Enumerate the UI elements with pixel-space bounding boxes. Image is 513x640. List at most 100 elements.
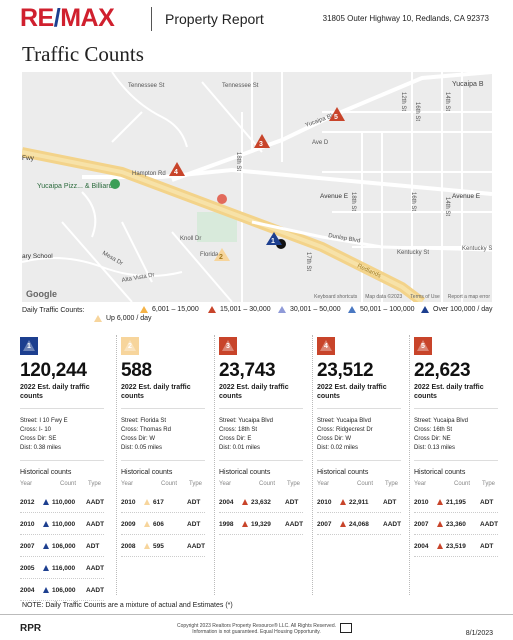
traffic-cards: 1 120,244 2022 Est. daily traffic counts St… <box>20 335 498 601</box>
triangle-icon <box>437 543 443 549</box>
card-divider <box>317 408 401 409</box>
triangle-icon <box>340 521 346 527</box>
card-divider <box>317 460 401 461</box>
google-logo: Google <box>26 289 57 299</box>
card-info: Street: Yucaipa Blvd Cross: Ridgecrest Dr… <box>317 418 373 451</box>
map-label-florida: Florida <box>200 252 219 258</box>
traffic-legend: Daily Traffic Counts: Up 6,000 / day 6,0… <box>22 305 493 325</box>
map-marker-1[interactable] <box>266 232 282 245</box>
triangle-icon <box>43 543 49 549</box>
triangle-icon <box>278 306 286 313</box>
est-label: 2022 Est. daily traffic counts <box>317 384 387 400</box>
map-label-14th: 14th St <box>444 92 450 111</box>
map-label-kentucky-right: Kentucky St <box>462 246 492 252</box>
legend-item-50001: 50,001 – 100,000 <box>348 306 415 313</box>
traffic-map[interactable]: Yucaipa Blvd Yucaipa B Avenue E Avenue E… <box>22 72 492 302</box>
poi-pin-icon <box>217 194 227 204</box>
card-divider <box>121 408 205 409</box>
historical-title: Historical counts <box>121 469 173 476</box>
card-badge: 3 <box>219 337 237 355</box>
daily-count: 120,244 <box>20 360 87 381</box>
traffic-card-1: 1 120,244 2022 Est. daily traffic counts St… <box>20 335 104 601</box>
triangle-icon <box>242 499 248 505</box>
historical-row: 2004 23,519 ADT <box>414 537 498 557</box>
est-label: 2022 Est. daily traffic counts <box>20 384 90 400</box>
historical-row: 2007 23,360 AADT <box>414 515 498 535</box>
triangle-icon <box>144 521 150 527</box>
triangle-icon <box>242 521 248 527</box>
map-label-18th: 18th St <box>235 152 241 171</box>
header-divider <box>151 7 152 31</box>
card-badge: 1 <box>20 337 38 355</box>
est-label: 2022 Est. daily traffic counts <box>219 384 289 400</box>
copyright-text: Copyright 2023 Realtors Property Resourc… <box>176 623 337 635</box>
map-label-12th: 12th St <box>400 92 406 111</box>
card-badge: 5 <box>414 337 432 355</box>
svg-text:2: 2 <box>219 254 223 261</box>
map-label-pizza: Yucaipa Pizz... & Billiards <box>37 183 116 190</box>
map-label-avenue-e-right: Avenue E <box>452 193 481 200</box>
map-terms-link[interactable]: Terms of Use <box>410 294 440 300</box>
card-divider <box>219 408 303 409</box>
legend-item-30001: 30,001 – 50,000 <box>278 306 341 313</box>
pizza-pin-icon <box>110 179 120 189</box>
report-header: RE/MAX Property Report 31805 Outer Highw… <box>0 0 513 36</box>
triangle-icon <box>340 499 346 505</box>
historical-row: 2010 21,195 ADT <box>414 493 498 513</box>
historical-row: 2009 606 ADT <box>121 515 205 535</box>
traffic-note: NOTE: Daily Traffic Counts are a mixture… <box>22 602 233 609</box>
map-label-tennessee: Tennessee St <box>128 83 165 89</box>
card-info: Street: Florida St Cross: Thomas Rd Cross … <box>121 418 171 451</box>
map-label-fwy: Fwy <box>22 155 35 162</box>
card-badge: 4 <box>317 337 335 355</box>
property-address: 31805 Outer Highway 10, Redlands, CA 923… <box>322 14 489 23</box>
map-report-link[interactable]: Report a map error <box>447 294 490 300</box>
traffic-card-5: 5 22,623 2022 Est. daily traffic counts Str… <box>409 335 498 595</box>
report-date: 8/1/2023 <box>465 630 493 637</box>
triangle-icon <box>43 587 49 593</box>
svg-text:3: 3 <box>259 141 263 148</box>
card-divider <box>414 408 498 409</box>
historical-row: 2010 22,911 ADT <box>317 493 401 513</box>
traffic-card-3: 3 23,743 2022 Est. daily traffic counts Str… <box>214 335 303 595</box>
map-marker-4[interactable] <box>169 162 185 176</box>
map-label-16th-b: 16th St <box>410 192 416 211</box>
equal-housing-icon <box>340 623 352 633</box>
legend-item-up-6000: Up 6,000 / day <box>94 315 152 322</box>
historical-row: 1998 19,329 AADT <box>219 515 303 535</box>
map-label-hampton: Hampton Rd <box>132 171 166 177</box>
map-label-yucaipa-top: Yucaipa B <box>452 81 484 88</box>
map-label-kentucky: Kentucky St <box>397 250 429 256</box>
historical-row: 2010 617 ADT <box>121 493 205 513</box>
map-marker-2[interactable] <box>214 248 230 261</box>
triangle-icon <box>144 543 150 549</box>
historical-row: 2004 23,632 ADT <box>219 493 303 513</box>
legend-label: Daily Traffic Counts: <box>22 307 85 314</box>
daily-count: 588 <box>121 360 152 381</box>
map-footer: Keyboard shortcuts Map data ©2023 Terms … <box>314 294 490 300</box>
est-label: 2022 Est. daily traffic counts <box>414 384 484 400</box>
map-canvas: Yucaipa Blvd Yucaipa B Avenue E Avenue E… <box>22 72 492 302</box>
historical-row: 2012 110,000 AADT <box>20 493 104 513</box>
historical-row: 2010 110,000 AADT <box>20 515 104 535</box>
card-divider <box>121 460 205 461</box>
map-marker-5[interactable] <box>329 107 345 121</box>
map-label-tennessee-2: Tennessee St <box>222 83 259 89</box>
triangle-icon <box>421 306 429 313</box>
daily-count: 22,623 <box>414 360 471 381</box>
historical-row: 2007 106,000 ADT <box>20 537 104 557</box>
map-keyboard-link[interactable]: Keyboard shortcuts <box>314 294 358 300</box>
card-divider <box>20 460 104 461</box>
legend-item-over-100000: Over 100,000 / day <box>421 306 493 313</box>
triangle-icon <box>437 499 443 505</box>
card-info: Street: Yucaipa Blvd Cross: 18th St Cross … <box>219 418 273 451</box>
triangle-icon <box>348 306 356 313</box>
map-label-17th: 17th St <box>305 252 311 271</box>
remax-logo: RE/MAX <box>20 4 115 32</box>
map-marker-3[interactable] <box>254 134 270 148</box>
map-label-16th: 16th St <box>414 102 420 121</box>
map-label-avenue-e: Avenue E <box>320 193 349 200</box>
page-footer: RPR Copyright 2023 Realtors Property Res… <box>0 614 513 640</box>
historical-title: Historical counts <box>219 469 271 476</box>
triangle-icon <box>43 565 49 571</box>
